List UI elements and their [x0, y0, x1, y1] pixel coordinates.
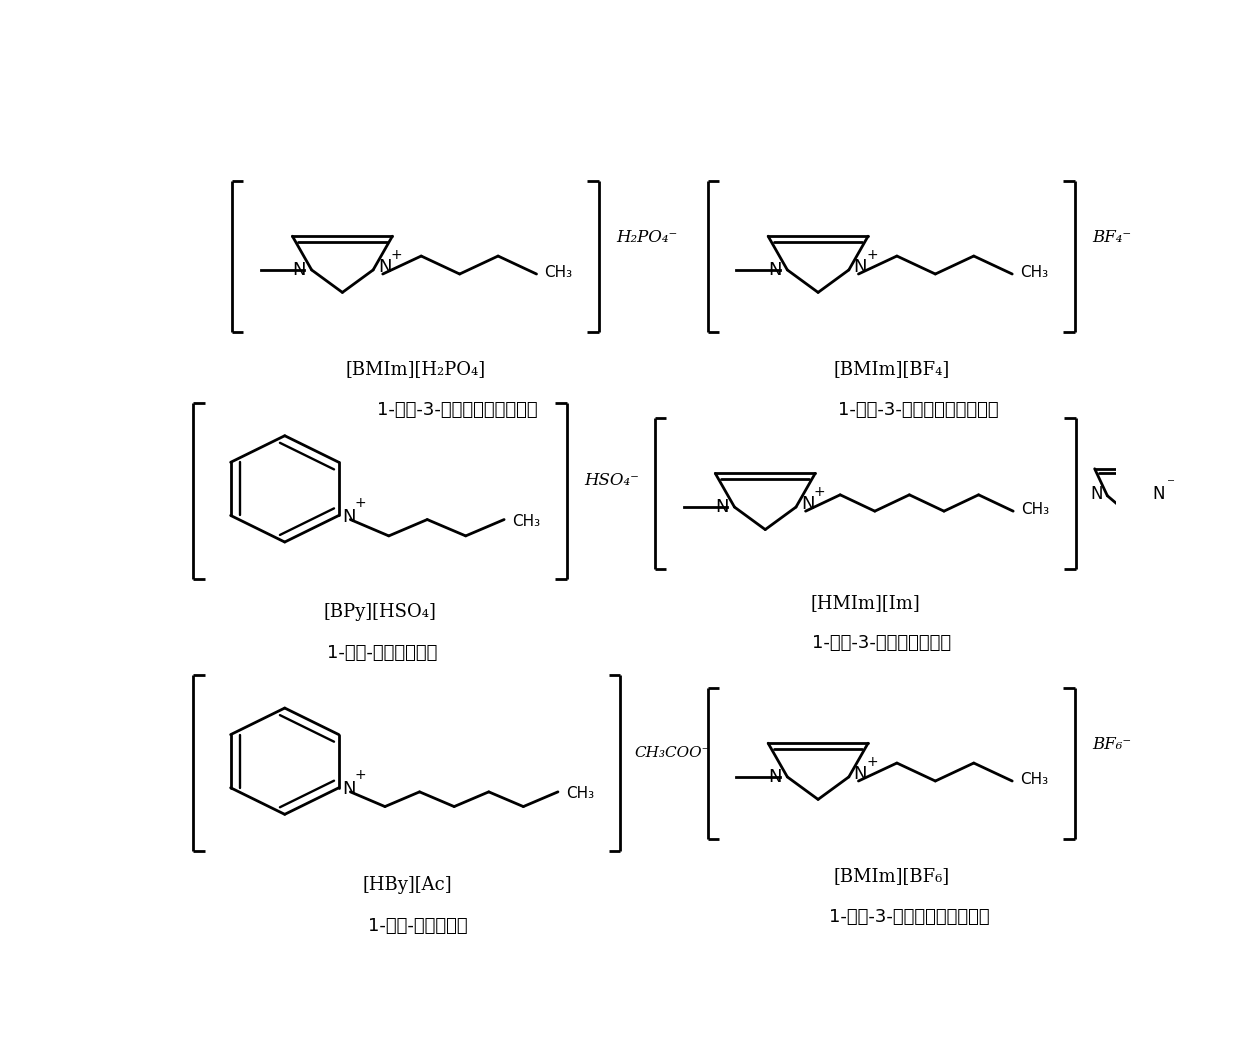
Text: 1-丁基-3-甲基咪唑磷酸二氢盐: 1-丁基-3-甲基咪唑磷酸二氢盐	[377, 401, 538, 419]
Text: HSO₄⁻: HSO₄⁻	[584, 473, 639, 490]
Text: +: +	[866, 249, 878, 262]
Text: [BPy][HSO₄]: [BPy][HSO₄]	[324, 603, 436, 621]
Text: CH₃: CH₃	[1021, 502, 1049, 517]
Text: N: N	[768, 261, 781, 279]
Text: CH₃: CH₃	[1021, 264, 1048, 280]
Text: [HBy][Ac]: [HBy][Ac]	[362, 876, 451, 893]
Text: N: N	[853, 258, 867, 276]
Text: +: +	[355, 496, 366, 510]
Text: N: N	[1152, 485, 1166, 503]
Text: CH₃: CH₃	[565, 786, 594, 801]
Text: [BMIm][H₂PO₄]: [BMIm][H₂PO₄]	[346, 360, 486, 378]
Text: CH₃: CH₃	[544, 264, 573, 280]
Text: ⁻: ⁻	[1167, 476, 1174, 491]
Text: 1-己基-吡啶醋酸盐: 1-己基-吡啶醋酸盐	[368, 917, 469, 935]
Text: [BMIm][BF₆]: [BMIm][BF₆]	[833, 868, 949, 886]
Text: N: N	[378, 258, 392, 276]
Text: CH₃: CH₃	[512, 514, 539, 529]
Text: CH₃COO⁻: CH₃COO⁻	[635, 746, 711, 760]
Text: 1-己基-3-甲基咪唑咪唑盐: 1-己基-3-甲基咪唑咪唑盐	[812, 634, 951, 652]
Text: N: N	[853, 765, 867, 783]
Text: N: N	[768, 768, 781, 786]
Text: CH₃: CH₃	[1021, 772, 1048, 787]
Text: +: +	[813, 485, 825, 499]
Text: 1-丁基-3-甲基咪唑四氟硼酸盐: 1-丁基-3-甲基咪唑四氟硼酸盐	[838, 401, 999, 419]
Text: 1-丁基-吡啶硫酸氢盐: 1-丁基-吡啶硫酸氢盐	[327, 645, 438, 663]
Text: N: N	[342, 781, 356, 799]
Text: N: N	[715, 498, 729, 516]
Text: +: +	[391, 249, 402, 262]
Text: N: N	[801, 495, 815, 513]
Text: +: +	[866, 755, 878, 769]
Text: H₂PO₄⁻: H₂PO₄⁻	[616, 229, 677, 246]
Text: [BMIm][BF₄]: [BMIm][BF₄]	[833, 360, 950, 378]
Text: N: N	[1090, 485, 1102, 503]
Text: [HMIm][Im]: [HMIm][Im]	[810, 594, 920, 612]
Text: BF₆⁻: BF₆⁻	[1092, 736, 1131, 753]
Text: +: +	[355, 769, 366, 783]
Text: BF₄⁻: BF₄⁻	[1092, 229, 1131, 246]
Text: N: N	[293, 261, 306, 279]
Text: N: N	[342, 508, 356, 526]
Text: 1-丁基-3-甲基咪唑六氟硼酸盐: 1-丁基-3-甲基咪唑六氟硼酸盐	[828, 908, 990, 926]
